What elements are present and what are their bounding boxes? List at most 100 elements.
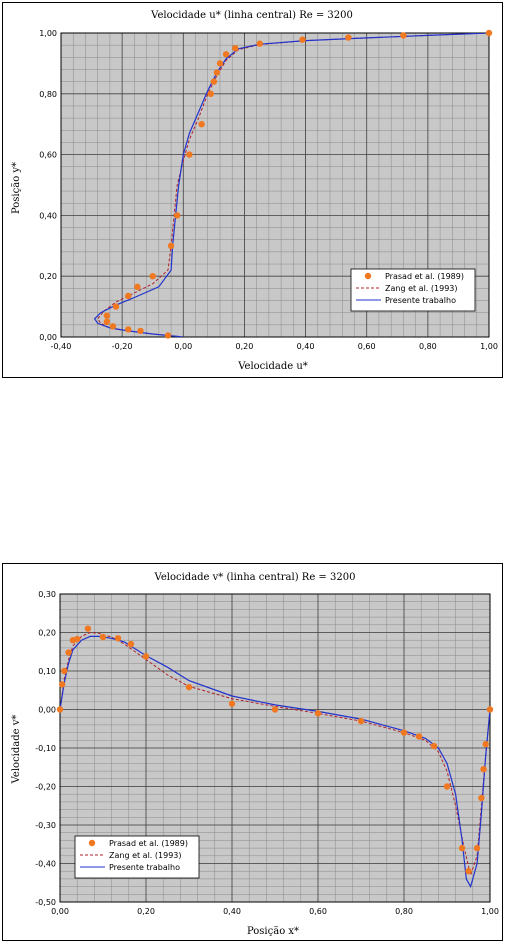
x-tick-label: 1,00 [481,907,499,916]
data-point-prasad [213,69,221,76]
data-point-prasad [256,40,263,47]
data-point-prasad [400,32,407,39]
chart-u-velocity: -0,40 -0,20 0,00 0,20 0,40 0,60 0,80 1,00 0,00 0,… [2,2,503,378]
data-point-prasad [357,717,365,725]
legend-label: Prasad et al. (1989) [385,272,464,281]
data-point-prasad [149,273,156,280]
data-point-prasad [103,318,111,325]
data-point-prasad [485,29,493,37]
y-axis-label: Posição y* [11,162,22,214]
data-point-prasad [216,60,224,67]
plot-border [60,32,490,338]
y-tick-label: -0,40 [35,860,56,869]
data-point-prasad [137,327,144,335]
data-point-prasad [127,640,135,648]
y-tick-label: 0,30 [38,590,56,599]
y-tick-label: 0,20 [39,272,57,281]
legend-label: Presente trabalho [385,296,456,305]
x-tick-label: 0,00 [174,342,192,351]
data-point-prasad [125,326,132,333]
chart-title: Velocidade u* (linha central) Re = 3200 [150,10,353,21]
data-point-prasad [443,783,451,790]
data-point-prasad [58,681,66,688]
plot-border [59,593,491,903]
x-tick-label: 1,00 [480,342,498,351]
chart-title: Velocidade v* (linha central) Re = 3200 [154,572,356,583]
data-point-prasad [415,733,423,740]
x-tick-label: 0,60 [309,907,327,916]
data-point-prasad [109,323,117,330]
legend-label: Prasad et al. (1989) [109,839,188,848]
data-point-prasad [232,45,239,52]
x-tick-label: 0,20 [236,342,254,351]
data-point-prasad [167,242,175,249]
y-tick-label: 0,20 [38,629,56,638]
x-tick-label: 0,40 [297,342,315,351]
y-tick-label: -0,30 [35,821,56,830]
data-point-prasad [142,653,150,660]
legend-box [350,268,476,312]
y-tick-label: 0,60 [39,151,57,160]
data-point-prasad [173,212,181,219]
data-point-prasad [458,844,466,852]
legend-box [74,835,200,879]
data-point-prasad [271,706,279,713]
data-point-prasad [482,740,489,748]
data-point-prasad [103,312,111,319]
x-tick-label: 0,20 [137,907,155,916]
y-tick-label: -0,20 [35,783,56,792]
x-tick-label: 0,80 [419,342,437,351]
y-tick-label: 1,00 [39,29,57,38]
data-point-prasad [430,742,438,750]
chart-v-velocity: 0,00 0,20 0,40 0,60 0,80 1,00 -0,50 -0,40 -0,30 -… [2,563,503,941]
data-point-prasad [56,706,64,713]
y-tick-label: 0,40 [39,211,57,220]
y-tick-label: -0,50 [35,898,56,907]
y-tick-label: 0,10 [38,667,56,676]
legend-label: Presente trabalho [109,863,180,872]
data-point-prasad [185,683,193,691]
series-line-presente [93,33,489,337]
x-axis-label: Velocidade u* [237,361,308,372]
data-point-prasad [222,51,230,58]
y-tick-label: 0,80 [39,90,57,99]
legend-marker-prasad [88,839,96,847]
data-point-prasad [84,625,92,632]
data-point-prasad [99,633,107,641]
legend-label: Zang et al. (1993) [385,284,458,293]
data-point-prasad [134,283,141,291]
data-point-prasad [74,635,81,643]
data-point-prasad [465,868,472,875]
data-point-prasad [478,794,485,802]
chart-u-svg: -0,40 -0,20 0,00 0,20 0,40 0,60 0,80 1,00 0,00 0,… [11,10,498,372]
data-point-prasad [314,710,322,717]
y-tick-label: 0,00 [39,333,57,342]
data-point-prasad [480,765,487,773]
legend-marker-prasad [364,272,372,280]
data-point-prasad [198,121,205,128]
y-axis-label: Velocidade v* [11,715,22,785]
x-tick-label: -0,40 [51,342,72,351]
x-axis-label: Posição x* [247,926,299,937]
data-point-prasad [164,332,172,339]
data-point-prasad [486,706,494,713]
data-point-prasad [114,635,122,642]
y-tick-label: 0,00 [38,706,56,715]
data-point-prasad [61,667,68,675]
data-point-prasad [112,303,120,310]
data-point-prasad [210,78,218,85]
x-tick-label: 0,00 [51,907,69,916]
data-point-prasad [345,34,352,41]
data-point-prasad [186,151,193,158]
y-tick-label: -0,10 [35,744,56,753]
data-point-prasad [228,700,236,707]
x-tick-label: 0,80 [395,907,413,916]
chart-v-svg: 0,00 0,20 0,40 0,60 0,80 1,00 -0,50 -0,40 -0,30 -… [11,572,499,937]
data-point-prasad [473,844,481,852]
legend-label: Zang et al. (1993) [109,851,182,860]
data-point-prasad [207,90,214,98]
data-point-prasad [65,649,72,656]
data-point-prasad [125,292,132,300]
series-line-zang [60,631,490,877]
x-tick-label: 0,60 [358,342,376,351]
